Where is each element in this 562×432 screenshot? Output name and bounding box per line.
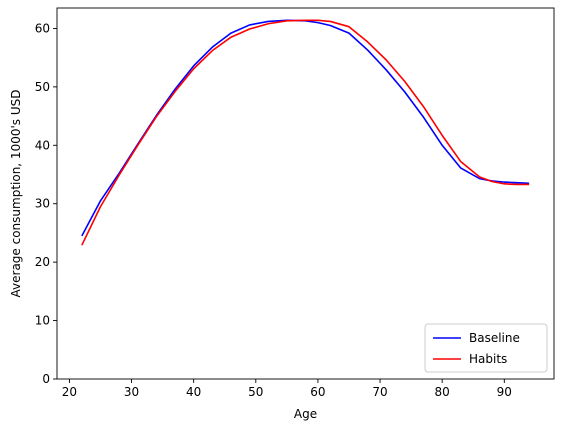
x-tick-label: 90 — [497, 385, 512, 399]
x-tick-label: 80 — [435, 385, 450, 399]
x-tick-label: 70 — [372, 385, 387, 399]
y-tick-label: 0 — [42, 372, 50, 386]
y-tick-label: 40 — [35, 138, 50, 152]
y-tick-label: 60 — [35, 21, 50, 35]
x-axis-title: Age — [294, 407, 317, 421]
axes-frame — [56, 7, 555, 380]
y-tick-label: 20 — [35, 255, 50, 269]
plot-area — [57, 8, 554, 379]
y-axis-title: Average consumption, 1000's USD — [9, 90, 23, 298]
x-tick-label: 40 — [186, 385, 201, 399]
x-tick-label: 20 — [62, 385, 77, 399]
y-tick-label: 10 — [35, 314, 50, 328]
x-tick-label: 60 — [310, 385, 325, 399]
legend: Baseline Habits — [424, 323, 548, 373]
x-tick-label: 30 — [124, 385, 139, 399]
y-tick-label: 50 — [35, 80, 50, 94]
series-line-baseline — [81, 19, 530, 237]
x-tick-label: 50 — [248, 385, 263, 399]
axes-layer: 20 30 40 50 60 70 80 90 0 10 20 30 40 50 60 — [35, 7, 555, 399]
series-line-habits — [81, 19, 530, 246]
series-layer — [81, 19, 530, 246]
legend-box — [424, 323, 548, 373]
legend-label-baseline: Baseline — [469, 331, 520, 345]
legend-label-habits: Habits — [469, 352, 507, 366]
y-tick-label: 30 — [35, 197, 50, 211]
